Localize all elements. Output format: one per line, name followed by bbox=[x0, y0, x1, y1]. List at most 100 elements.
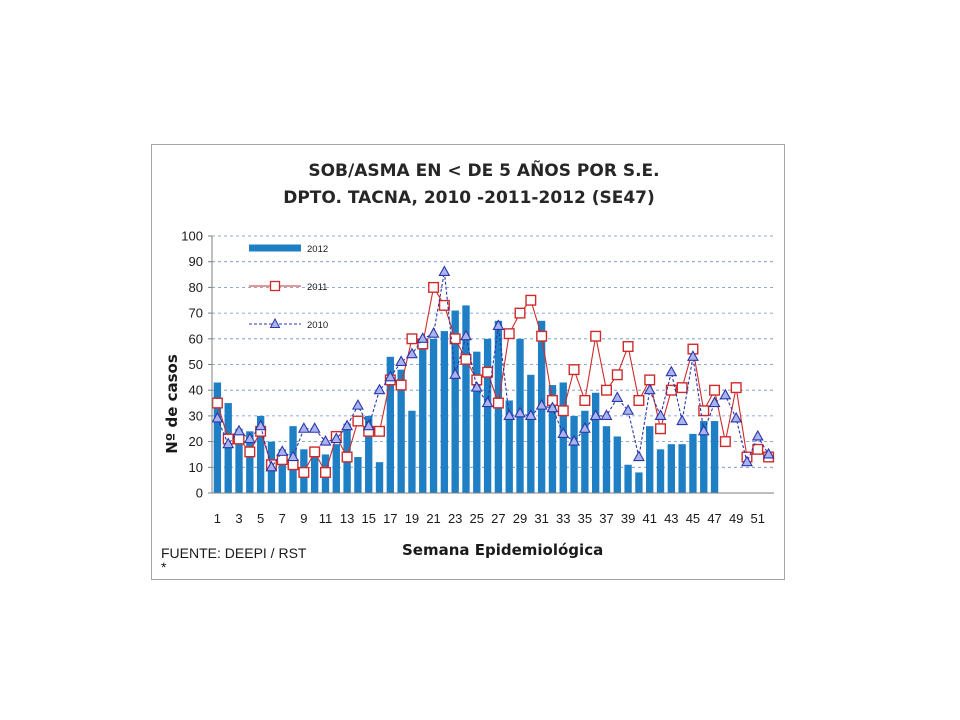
point-2011-week-46 bbox=[698, 405, 710, 417]
bar-2012-week-24 bbox=[462, 305, 470, 493]
y-tick-label: 60 bbox=[189, 331, 203, 346]
legend-label-2012: 2012 bbox=[307, 244, 328, 255]
point-2010-week-35 bbox=[578, 422, 591, 433]
point-2011-week-24 bbox=[460, 353, 472, 365]
x-tick-label: 5 bbox=[257, 511, 264, 526]
point-2010-week-4 bbox=[243, 432, 256, 444]
point-2011-week-42 bbox=[655, 423, 667, 435]
point-2011-week-27 bbox=[492, 397, 504, 409]
point-2010-week-43 bbox=[665, 365, 678, 377]
point-2011-week-18 bbox=[395, 379, 407, 391]
point-2010-week-9 bbox=[297, 422, 310, 433]
bar-2012-week-32 bbox=[548, 385, 557, 493]
x-tick-label: 11 bbox=[319, 511, 333, 526]
point-2010-week-6 bbox=[265, 460, 278, 472]
point-2010-week-17 bbox=[384, 370, 397, 382]
point-2011-week-41 bbox=[644, 374, 656, 386]
point-2010-week-21 bbox=[427, 327, 440, 338]
point-2010-week-40 bbox=[632, 450, 645, 462]
point-2010-week-13 bbox=[341, 419, 354, 431]
y-tick-label: 50 bbox=[189, 357, 203, 372]
point-2011-week-35 bbox=[579, 394, 591, 406]
x-tick-label: 37 bbox=[599, 511, 613, 526]
y-tick-label: 10 bbox=[189, 460, 203, 475]
bar-2012-week-34 bbox=[570, 415, 578, 493]
bar-2012-week-43 bbox=[667, 444, 676, 493]
point-2011-week-44 bbox=[676, 382, 688, 394]
point-2010-week-3 bbox=[233, 424, 245, 436]
point-2010-week-5 bbox=[254, 419, 267, 431]
point-2010-week-46 bbox=[697, 424, 710, 436]
bar-2012-week-16 bbox=[375, 462, 384, 493]
x-tick-label: 1 bbox=[214, 511, 221, 526]
bar-2012-week-47 bbox=[710, 421, 719, 493]
y-tick-label: 30 bbox=[189, 408, 203, 423]
bar-2012-week-4 bbox=[246, 431, 254, 493]
point-2011-week-10 bbox=[309, 446, 321, 458]
point-2010-week-38 bbox=[611, 391, 624, 402]
x-tick-label: 35 bbox=[578, 511, 592, 526]
x-tick-label: 21 bbox=[426, 511, 440, 526]
x-tick-label: 17 bbox=[383, 511, 397, 526]
point-2010-week-42 bbox=[654, 409, 667, 420]
bar-2012-week-18 bbox=[397, 369, 405, 493]
line-layer bbox=[211, 265, 775, 478]
x-tick-label: 49 bbox=[729, 511, 743, 526]
x-tick-label: 3 bbox=[235, 511, 242, 526]
point-2010-week-50 bbox=[741, 455, 753, 467]
point-2010-week-45 bbox=[687, 350, 699, 361]
point-2010-week-7 bbox=[276, 445, 289, 456]
point-2010-week-8 bbox=[287, 450, 299, 462]
point-2010-week-14 bbox=[351, 398, 364, 410]
point-2011-week-29 bbox=[514, 307, 526, 319]
point-2011-week-16 bbox=[374, 425, 386, 437]
point-2011-week-30 bbox=[525, 294, 537, 306]
bar-2012-week-23 bbox=[451, 310, 459, 493]
point-2010-week-51 bbox=[751, 429, 764, 441]
footnote: * bbox=[161, 559, 167, 575]
bar-2012-week-41 bbox=[646, 426, 654, 493]
bar-2012-week-30 bbox=[527, 374, 535, 493]
point-2010-week-31 bbox=[535, 398, 548, 410]
x-tick-label: 7 bbox=[279, 511, 286, 526]
chart-frame: 0 10 20 30 40 50 60 70 80 90 100 1 3 5 7 9 11 13 15 17 19 21 2… bbox=[151, 144, 785, 580]
point-2010-week-12 bbox=[330, 432, 343, 444]
y-tick-label: 80 bbox=[189, 280, 203, 295]
bar-2012-week-25 bbox=[473, 351, 481, 493]
x-tick-label: 29 bbox=[513, 511, 527, 526]
point-2011-week-51 bbox=[752, 443, 764, 455]
point-2011-week-34 bbox=[568, 364, 580, 376]
point-2010-week-47 bbox=[708, 396, 721, 408]
point-2011-week-21 bbox=[428, 281, 440, 293]
point-2011-week-39 bbox=[622, 341, 634, 353]
bar-2012-week-12 bbox=[332, 444, 340, 493]
x-tick-label: 27 bbox=[491, 511, 505, 526]
point-2011-week-1 bbox=[211, 397, 223, 409]
x-tick-label: 13 bbox=[340, 511, 354, 526]
point-2011-week-4 bbox=[244, 446, 256, 458]
legend-label-2011: 2011 bbox=[307, 282, 327, 293]
point-2010-week-2 bbox=[222, 437, 235, 449]
bar-2012-week-22 bbox=[440, 331, 449, 493]
bar-2012-week-19 bbox=[408, 410, 416, 493]
y-tick-label: 20 bbox=[189, 434, 203, 449]
point-2010-week-20 bbox=[416, 332, 429, 343]
bar-2012-week-46 bbox=[700, 421, 708, 493]
chart-title-line-2: DPTO. TACNA, 2010 -2011-2012 (SE47) bbox=[283, 188, 655, 208]
point-2010-week-19 bbox=[406, 347, 418, 359]
bar-2012-week-21 bbox=[429, 338, 438, 493]
series-2011-line bbox=[216, 285, 769, 474]
point-2011-week-48 bbox=[719, 436, 731, 448]
x-tick-label: 45 bbox=[686, 511, 700, 526]
bar-2012-week-45 bbox=[689, 433, 697, 493]
point-2011-week-33 bbox=[557, 405, 569, 417]
bar-2012-week-14 bbox=[354, 457, 362, 493]
bar-2012-week-7 bbox=[278, 449, 286, 493]
point-2011-week-28 bbox=[503, 328, 515, 340]
point-2010-week-18 bbox=[395, 355, 408, 366]
legend-marker-2011 bbox=[269, 280, 281, 292]
point-2010-week-30 bbox=[524, 409, 537, 420]
point-2010-week-16 bbox=[373, 383, 386, 395]
bar-2012-week-40 bbox=[635, 472, 643, 493]
point-2010-week-37 bbox=[600, 409, 613, 420]
